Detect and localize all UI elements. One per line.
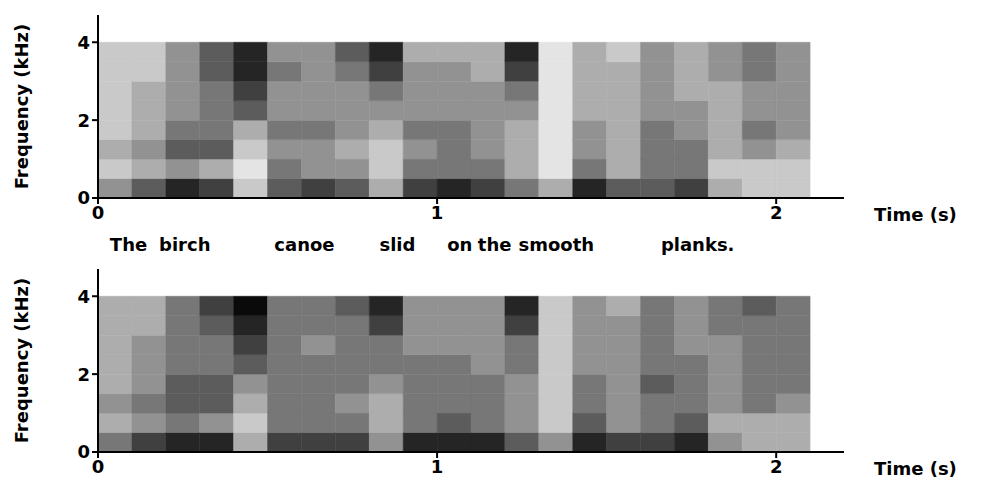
svg-text:4: 4 <box>77 32 90 53</box>
svg-text:0: 0 <box>92 202 105 223</box>
svg-text:0: 0 <box>77 441 90 462</box>
svg-text:1: 1 <box>431 456 444 477</box>
svg-text:0: 0 <box>77 187 90 208</box>
svg-text:4: 4 <box>77 286 90 307</box>
svg-text:2: 2 <box>77 110 90 131</box>
html-text:planks.: planks. <box>660 234 735 255</box>
html-text:Frequency (kHz): Frequency (kHz) <box>11 23 33 190</box>
svg-text:0: 0 <box>92 456 105 477</box>
svg-text:2: 2 <box>77 364 90 385</box>
html-text:slid: slid <box>379 234 416 255</box>
html-text:Frequency (kHz): Frequency (kHz) <box>11 277 33 444</box>
svg-text:2: 2 <box>770 202 783 223</box>
html-text:canoe: canoe <box>274 234 335 255</box>
html-text:Time (s): Time (s) <box>874 458 957 479</box>
html-text:birch: birch <box>159 234 211 255</box>
html-text:Time (s): Time (s) <box>874 204 957 225</box>
html-text:on the smooth: on the smooth <box>447 234 595 255</box>
html-text:The: The <box>109 234 148 255</box>
svg-text:2: 2 <box>770 456 783 477</box>
svg-text:1: 1 <box>431 202 444 223</box>
